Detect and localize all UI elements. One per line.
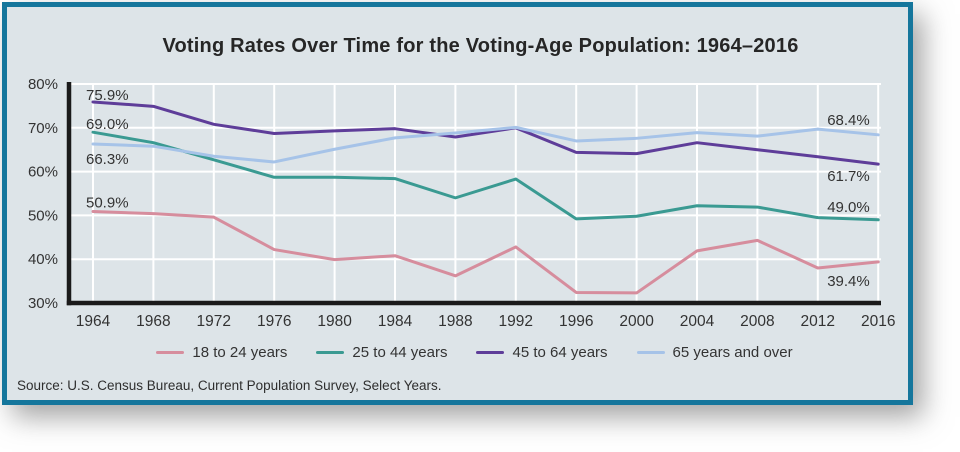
data-label: 66.3% — [86, 151, 129, 168]
line-chart: 80% 70% 60% 50% 40% 30% 1964 1968 1972 1976 1980 19… — [28, 76, 895, 330]
legend-label: 45 to 64 years — [512, 344, 608, 361]
x-tick-label: 1996 — [559, 313, 593, 330]
legend: 18 to 24 years 25 to 44 years 45 to 64 y… — [7, 344, 908, 361]
series-line-25-to-44-years — [91, 130, 880, 222]
data-label: 61.7% — [827, 168, 870, 185]
series-line-45-to-64-years — [91, 100, 880, 166]
data-label: 50.9% — [86, 194, 129, 211]
data-label: 75.9% — [86, 87, 129, 104]
y-tick-label: 30% — [28, 295, 58, 312]
data-label: 69.0% — [86, 116, 129, 133]
source-note: Source: U.S. Census Bureau, Current Popu… — [17, 378, 442, 393]
x-tick-label: 1976 — [257, 313, 291, 330]
data-label: 68.4% — [827, 112, 870, 129]
legend-item-65-years-and-over: 65 years and over — [636, 344, 793, 361]
legend-item-45-to-64-years: 45 to 64 years — [476, 344, 608, 361]
x-tick-label: 2016 — [861, 313, 895, 330]
legend-item-25-to-44-years: 25 to 44 years — [316, 344, 447, 361]
data-label: 39.4% — [827, 273, 870, 290]
legend-label: 18 to 24 years — [192, 344, 288, 361]
x-tick-label: 1972 — [197, 313, 231, 330]
x-tick-label: 2004 — [680, 313, 715, 330]
legend-label: 25 to 44 years — [352, 344, 448, 361]
legend-swatch-45-to-64-years — [476, 350, 505, 355]
legend-swatch-25-to-44-years — [316, 350, 345, 355]
x-tick-label: 2008 — [740, 313, 774, 330]
y-tick-label: 60% — [28, 164, 58, 181]
data-label: 49.0% — [827, 199, 870, 216]
legend-label: 65 years and over — [672, 344, 793, 361]
y-tick-label: 50% — [28, 207, 58, 224]
y-tick-label: 70% — [28, 120, 58, 137]
x-tick-label: 2012 — [801, 313, 835, 330]
series-line-65-years-and-over — [91, 125, 880, 164]
x-tick-label: 1980 — [317, 313, 352, 330]
x-tick-label: 1992 — [499, 313, 533, 330]
x-tick-label: 1984 — [378, 313, 413, 330]
x-tick-label: 1968 — [136, 313, 170, 330]
x-tick-label: 2000 — [619, 313, 654, 330]
chart-title: Voting Rates Over Time for the Voting-Ag… — [162, 35, 799, 57]
y-tick-label: 80% — [28, 76, 58, 93]
legend-item-18-to-24-years: 18 to 24 years — [156, 344, 287, 361]
figure-frame: Voting Rates Over Time for the Voting-Ag… — [2, 2, 913, 405]
x-tick-label: 1964 — [76, 313, 111, 330]
legend-swatch-18-to-24-years — [156, 350, 185, 355]
x-tick-label: 1988 — [438, 313, 472, 330]
y-tick-label: 40% — [28, 251, 58, 268]
legend-swatch-65-years-and-over — [636, 350, 665, 355]
series-line-18-to-24-years — [91, 209, 880, 295]
